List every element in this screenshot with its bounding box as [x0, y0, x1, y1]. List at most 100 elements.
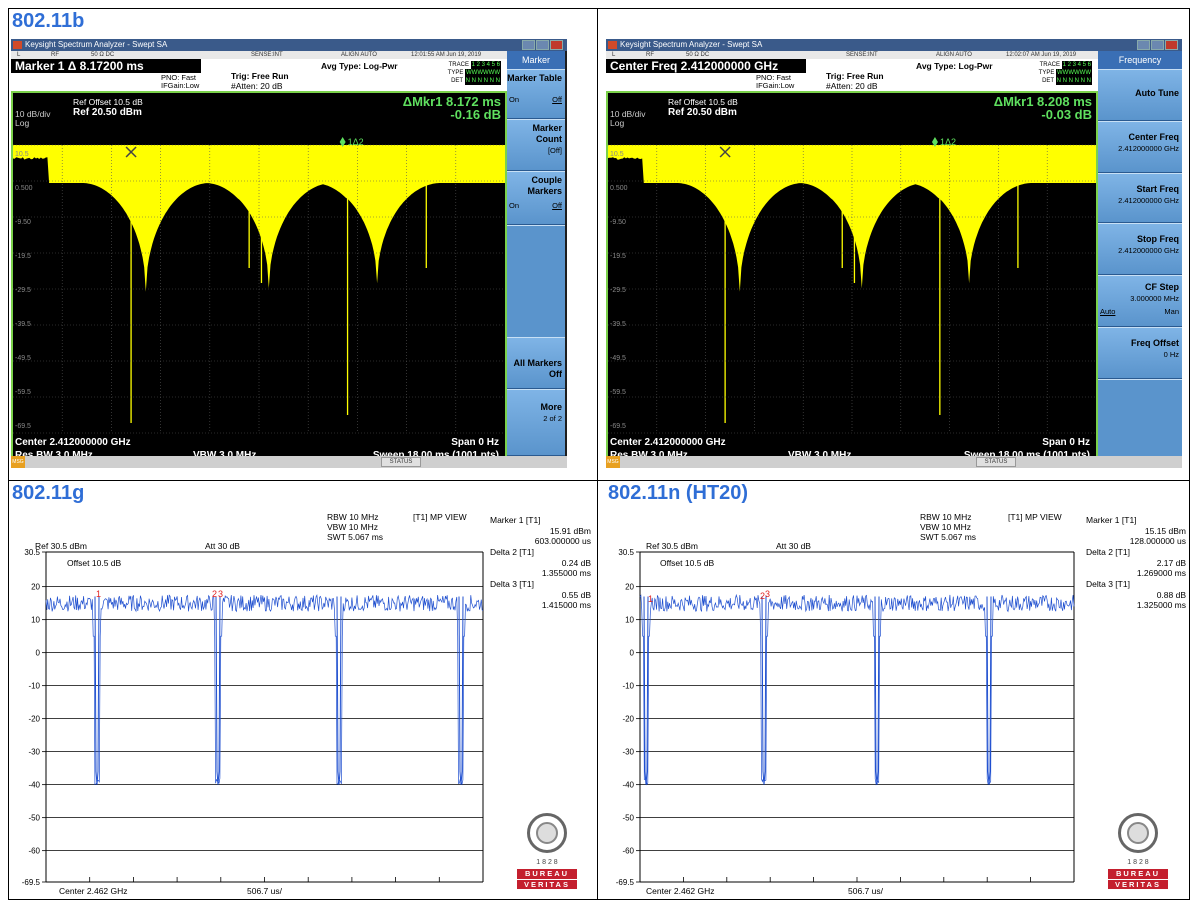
marker-table-button[interactable]: Marker Table On Off [507, 69, 565, 119]
bureau-veritas-logo: 1 8 2 8 BUREAU VERITAS [1108, 813, 1168, 889]
y-tick-label: 0 [36, 649, 41, 658]
trig: Trig: Free Run [826, 71, 884, 81]
all-markers-off-button[interactable]: All Markers Off [507, 337, 565, 389]
bv-bureau: BUREAU [1108, 869, 1168, 879]
trace-line [45, 594, 484, 786]
rf-label: RF [646, 52, 654, 58]
trace-plot[interactable]: 1Δ2 Ref Offset 10.5 dB Ref 20.50 dBm 10 … [606, 91, 1098, 468]
y-tick: 10.5 [15, 151, 29, 158]
freq-offset-button[interactable]: Freq Offset 0 Hz [1098, 327, 1182, 379]
auto-tune-button[interactable]: Auto Tune [1098, 69, 1182, 121]
delta-marker-label: 1Δ2 [940, 137, 956, 147]
marker1-label: Marker 1 [T1] [1086, 515, 1137, 525]
scale: 10 dB/div [15, 109, 51, 119]
bv-year: 1 8 2 8 [536, 859, 558, 866]
swt: SWT 5.067 ms [327, 532, 384, 542]
y-tick-label: -60 [28, 847, 40, 856]
scale: 10 dB/div [610, 109, 646, 119]
softkey-menu: Frequency Auto Tune Center Freq 2.4120000… [1098, 51, 1182, 456]
offset: Offset 10.5 dB [67, 558, 122, 568]
rs-plot[interactable]: 30.5 20 10 0 -10 -20 -30 -40 -50 -60 -69.5 1 2 3 RBW … [9, 507, 597, 899]
delta3-label: Delta 3 [T1] [1086, 579, 1130, 589]
menu-title: Marker [507, 51, 565, 69]
bv-bureau: BUREAU [517, 869, 577, 879]
delta-marker-time: ΔMkr1 8.172 ms [402, 94, 501, 109]
trace-dip [643, 596, 649, 785]
y-tick-label: -30 [28, 748, 40, 757]
delta3-value: 0.88 dB [1156, 590, 1186, 600]
bv-veritas: VERITAS [517, 879, 577, 889]
stop-freq-button[interactable]: Stop Freq 2.412000000 GHz [1098, 223, 1182, 275]
center-freq-button[interactable]: Center Freq 2.412000000 GHz [1098, 121, 1182, 173]
y-tick: -59.5 [15, 389, 31, 396]
marker1-label: Marker 1 [T1] [490, 515, 541, 525]
delta2-value: 2.17 dB [1156, 558, 1186, 568]
vbw: VBW 3.0 MHz [193, 450, 256, 461]
ref-offset: Ref Offset 10.5 dB [73, 97, 143, 107]
rbw: Res BW 3.0 MHz [610, 450, 688, 461]
span: Span 0 Hz [451, 437, 499, 448]
empty-softkey [1098, 379, 1182, 456]
atten: #Atten: 20 dB [231, 81, 283, 91]
marker1-time: 128.000000 us [1129, 536, 1186, 546]
y-tick: -49.5 [15, 355, 31, 362]
delta-marker-db: -0.16 dB [450, 107, 501, 122]
rbw: Res BW 3.0 MHz [15, 450, 93, 461]
avg-type: Avg Type: Log-Pwr [321, 61, 398, 71]
panel-802-11b-left: 802.11b Keysight Spectrum Analyzer - Swe… [8, 8, 598, 481]
panel-title: 802.11n (HT20) [608, 482, 749, 504]
y-tick-label: -60 [622, 847, 634, 856]
maximize-icon[interactable] [536, 40, 549, 50]
status-label: STATUS [976, 457, 1016, 467]
minimize-icon[interactable] [522, 40, 535, 50]
ifgain: IFGain:Low [756, 81, 795, 90]
y-tick-label: -40 [28, 781, 40, 790]
marker-count-button[interactable]: Marker Count [Off] [507, 119, 565, 171]
marker-label: 1 [96, 589, 101, 599]
panel-802-11b-right: Keysight Spectrum Analyzer - Swept SA L … [598, 8, 1190, 481]
y-tick-label: 0 [630, 649, 635, 658]
pno: PNO: Fast [161, 73, 197, 82]
status-bar: MSG STATUS [11, 456, 567, 468]
menu-title: Frequency [1098, 51, 1182, 69]
start-freq-button[interactable]: Start Freq 2.412000000 GHz [1098, 173, 1182, 223]
trace-plot[interactable]: 1Δ2 Ref Offset 10.5 dB Ref 20.50 dBm 10 … [11, 91, 507, 468]
center-freq: Center 2.412000000 GHz [15, 437, 131, 448]
y-tick: 10.5 [610, 151, 624, 158]
marker1-time: 603.000000 us [534, 536, 591, 546]
cf-step-button[interactable]: CF Step 3.000000 MHz Auto Man [1098, 275, 1182, 327]
impedance-label: 50 Ω DC [91, 52, 115, 58]
window-title: Keysight Spectrum Analyzer - Swept SA [620, 40, 763, 49]
window-title: Keysight Spectrum Analyzer - Swept SA [25, 40, 168, 49]
delta2-time: 1.269000 ms [1136, 568, 1186, 578]
delta2-label: Delta 2 [T1] [1086, 547, 1130, 557]
y-tick-label: 10 [625, 616, 634, 625]
delta-marker-time: ΔMkr1 8.208 ms [993, 94, 1092, 109]
empty-softkey [507, 225, 565, 337]
y-tick: -59.5 [610, 389, 626, 396]
span: Span 0 Hz [1042, 437, 1090, 448]
lr-label: L [17, 52, 21, 58]
vbw: VBW 10 MHz [920, 522, 972, 532]
panel-title: 802.11b [12, 10, 85, 32]
ref-level: Ref 30.5 dBm [646, 541, 698, 551]
time-per-div: 506.7 us/ [247, 886, 282, 896]
status-label: STATUS [381, 457, 421, 467]
close-icon[interactable] [1165, 40, 1178, 50]
rf-label: RF [51, 52, 59, 58]
delta-marker-db: -0.03 dB [1041, 107, 1092, 122]
attenuation: Att 30 dB [776, 541, 811, 551]
pno: PNO: Fast [756, 73, 792, 82]
minimize-icon[interactable] [1137, 40, 1150, 50]
y-tick-label: 10 [31, 616, 40, 625]
panel-802-11g: 802.11g 30.5 20 10 0 -10 -20 -30 -40 -50 -60 -69.5… [8, 481, 598, 900]
msg-indicator: MSG [606, 456, 620, 468]
app-icon [13, 41, 22, 49]
rs-plot[interactable]: 30.5 20 10 0 -10 -20 -30 -40 -50 -60 -69.5 1 2 3 RBW … [598, 507, 1188, 899]
sweep: Sweep 18.00 ms (1001 pts) [373, 450, 499, 461]
bv-seal-icon [527, 813, 567, 853]
couple-markers-button[interactable]: Couple Markers On Off [507, 171, 565, 225]
more-button[interactable]: More 2 of 2 [507, 389, 565, 456]
close-icon[interactable] [550, 40, 563, 50]
maximize-icon[interactable] [1151, 40, 1164, 50]
